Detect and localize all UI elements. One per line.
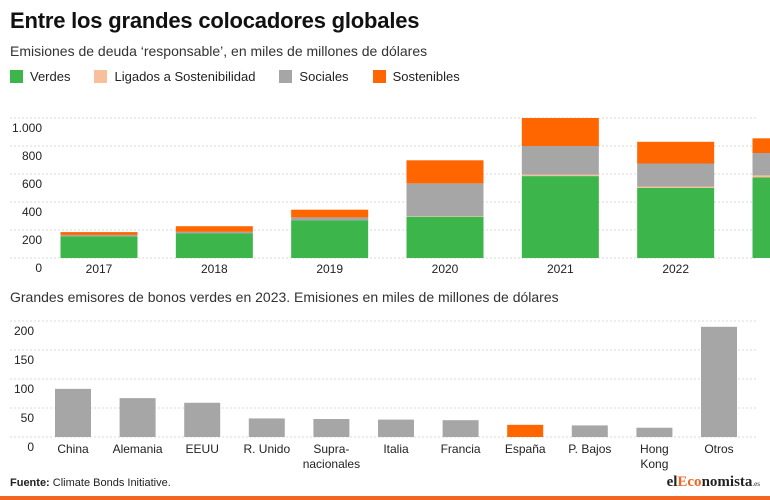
legend-item-sociales: Sociales [279, 69, 349, 84]
x-tick-label: R. Unido [243, 442, 290, 456]
legend-label-ligados: Ligados a Sostenibilidad [114, 69, 256, 84]
x-tick-label: Kong [640, 457, 668, 471]
bar-2018-sociales [175, 231, 253, 234]
x-tick-label: China [57, 442, 89, 456]
y-tick-label: 200 [22, 233, 42, 247]
source-note: Fuente: Climate Bonds Initiative. [10, 477, 171, 489]
bar-2023-sociales [752, 153, 770, 176]
bar-2021-ligados-a-sostenibilidad [521, 174, 599, 177]
y-tick-label: 200 [14, 324, 34, 338]
y-tick-label: 0 [27, 440, 34, 454]
y-tick-label: 1.000 [12, 121, 42, 135]
bar-2022-verdes [637, 188, 715, 258]
y-tick-label: 0 [35, 261, 42, 275]
x-tick-label: Italia [383, 442, 409, 456]
bar-p.-bajos [571, 425, 608, 437]
source-text: Climate Bonds Initiative. [52, 477, 171, 489]
legend-item-verdes: Verdes [10, 69, 70, 84]
bar-chart-green-issuers: 0 50 100 150 200 China Alemania EEUU R. Unido Sup… [10, 320, 758, 471]
bar-eeuu [184, 402, 221, 437]
eleconomista-logo: elEconomista.es [666, 474, 760, 490]
bar-hong-kong [636, 427, 673, 437]
x-tick-label: Francia [441, 442, 481, 456]
legend-item-ligados: Ligados a Sostenibilidad [94, 69, 255, 84]
x-tick-label: P. Bajos [568, 442, 611, 456]
bar-2021-sociales [521, 146, 599, 175]
bar-2022-sociales [637, 163, 715, 187]
legend-label-verdes: Verdes [30, 69, 71, 84]
bar-2017-verdes [60, 236, 138, 258]
x-tick-label: 2019 [316, 262, 343, 276]
bar-2017-sociales [60, 234, 138, 237]
legend-swatch-verdes [10, 70, 23, 83]
bar-españa [507, 424, 544, 437]
bottom-accent-bar [0, 496, 770, 500]
legend-item-sostenibles: Sostenibles [372, 69, 460, 84]
y-tick-label: 50 [21, 411, 35, 425]
bar-2023-ligados-a-sostenibilidad [752, 175, 770, 178]
legend-label-sociales: Sociales [299, 69, 349, 84]
x-tick-label: EEUU [186, 442, 219, 456]
y-tick-label: 800 [22, 149, 42, 163]
x-tick-label: Supra- [313, 442, 349, 456]
chart2-title: Grandes emisores de bonos verdes en 2023… [10, 289, 559, 305]
bar-2019-sociales [291, 217, 369, 221]
legend-swatch-sostenibles [372, 70, 386, 83]
bar-2020-sociales [406, 183, 484, 217]
x-tick-label: 2022 [662, 262, 689, 276]
bar-2023-sostenibles [752, 138, 770, 153]
x-tick-label: España [505, 442, 546, 456]
bar-r.-unido [248, 418, 285, 437]
legend-swatch-sociales [279, 70, 293, 83]
bar-2023-verdes [752, 177, 770, 258]
y-tick-label: 150 [14, 353, 34, 367]
chart-title: Entre los grandes colocadores globales [10, 8, 420, 33]
y-tick-label: 600 [22, 177, 42, 191]
bar-2022-sostenibles [637, 141, 715, 164]
chart-subtitle: Emisiones de deuda ‘responsable’, en mil… [10, 43, 428, 59]
legend-swatch-ligados [94, 70, 108, 83]
stacked-bar-chart-emissions: 0 200 400 600 800 1.000 2017 2018 2019 2020 2021 20… [10, 117, 770, 276]
bar-2022-ligados-a-sostenibilidad [637, 186, 715, 188]
x-tick-label: 2017 [86, 262, 113, 276]
x-tick-label: Hong [640, 442, 669, 456]
y-tick-label: 100 [14, 382, 34, 396]
x-tick-label: 2018 [201, 262, 228, 276]
bar-china [55, 388, 91, 437]
y-tick-label: 400 [22, 205, 42, 219]
bar-2018-verdes [175, 233, 253, 258]
x-tick-label: 2020 [432, 262, 459, 276]
bar-2018-sostenibles [175, 226, 253, 232]
legend: Verdes Ligados a Sostenibilidad Sociales… [10, 69, 484, 84]
bar-francia [442, 420, 479, 437]
bar-2020-verdes [406, 216, 484, 258]
bar-2021-verdes [521, 176, 599, 258]
x-tick-label: nacionales [303, 457, 360, 471]
bar-2019-sostenibles [291, 209, 369, 218]
bar-2020-sostenibles [406, 160, 484, 184]
source-label: Fuente: [10, 477, 50, 489]
legend-label-sostenibles: Sostenibles [392, 69, 460, 84]
bar-2021-sostenibles [521, 118, 599, 146]
x-tick-label: Otros [704, 442, 733, 456]
bar-supra--nacionales [313, 419, 350, 437]
x-tick-label: Alemania [113, 442, 163, 456]
bar-alemania [119, 398, 156, 437]
bar-2017-sostenibles [60, 232, 138, 235]
bar-italia [378, 419, 414, 437]
bar-otros [701, 326, 737, 437]
x-tick-label: 2021 [547, 262, 574, 276]
bar-2019-verdes [291, 220, 369, 258]
